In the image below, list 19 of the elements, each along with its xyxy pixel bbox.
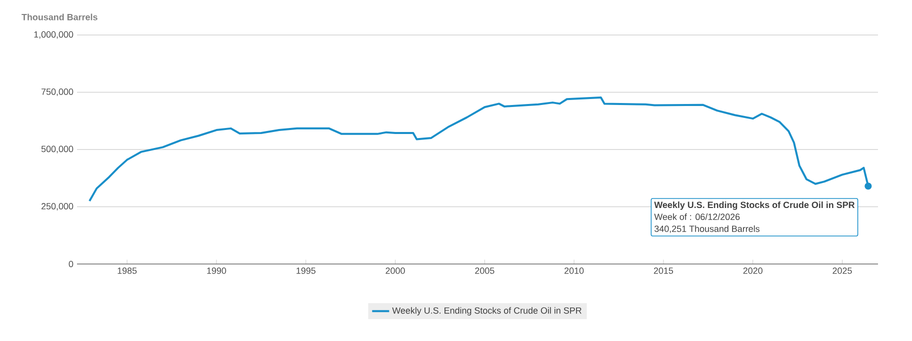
annotation: Week of : 06/12/2026 — [654, 213, 740, 220]
y-tick-label: 250,000 — [42, 203, 74, 210]
y-tick-label: 750,000 — [42, 88, 74, 96]
x-tick-label: 2005 — [475, 268, 494, 274]
x-tick-label: 1985 — [118, 268, 137, 274]
x-tick-label: 2020 — [743, 268, 762, 274]
y-tick-label: 1,000,000 — [34, 31, 74, 39]
y-tick-label: 0 — [68, 260, 74, 268]
x-tick-label: 2000 — [386, 268, 405, 274]
y-axis-title: Thousand Barrels — [22, 14, 98, 20]
annotation: 340,251 Thousand Barrels — [654, 225, 760, 234]
x-tick-label: 2015 — [654, 268, 674, 274]
annotation: Weekly U.S. Ending Stocks of Crude Oil in SPR — [654, 201, 855, 210]
x-tick-label: 1995 — [296, 268, 316, 274]
x-tick-label: 2025 — [832, 268, 852, 274]
x-tick-label: 1990 — [207, 268, 226, 274]
y-tick-label: 500,000 — [41, 146, 74, 154]
legend-label: Weekly U.S. Ending Stocks of Crude Oil in SPR — [392, 307, 582, 316]
x-tick-label: 2010 — [564, 268, 584, 274]
